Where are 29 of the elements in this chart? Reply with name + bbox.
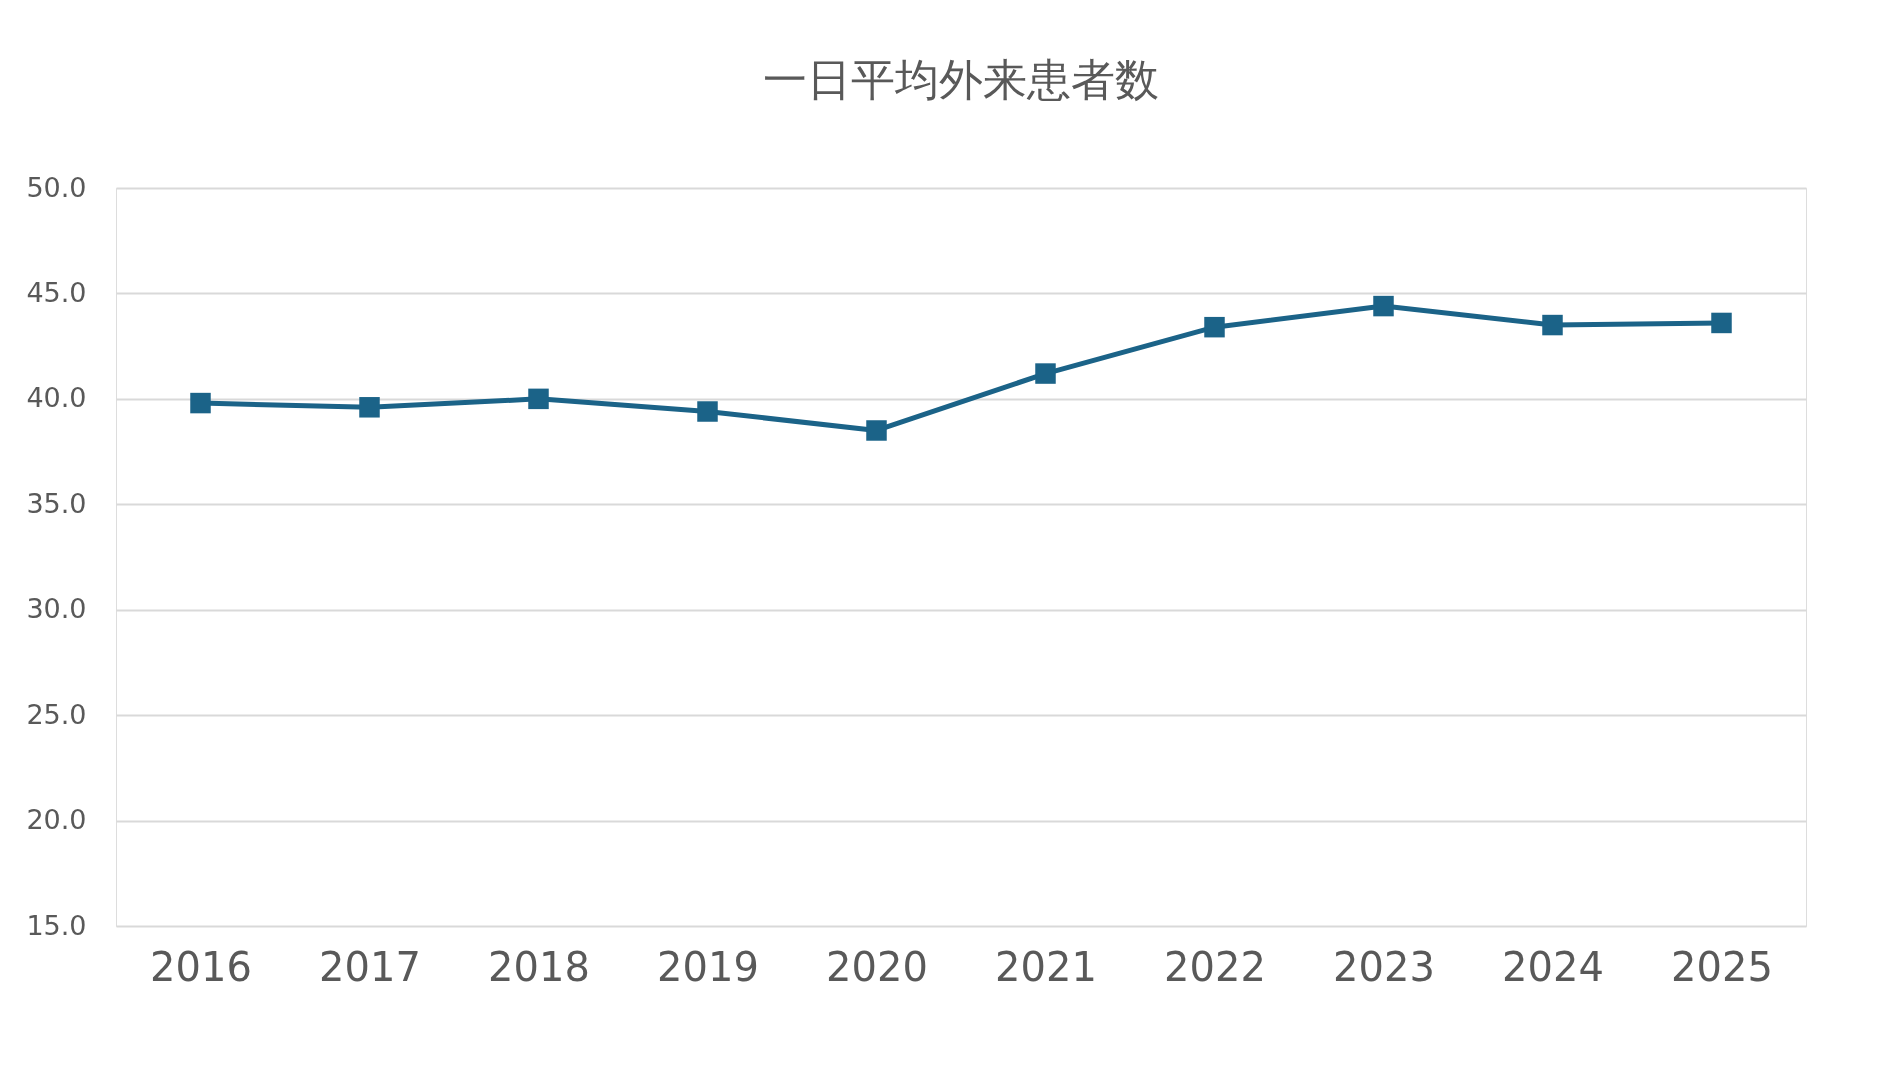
x-tick-label: 2018 [488,943,590,990]
x-tick-label: 2016 [150,943,252,990]
point [1035,363,1056,384]
point [1373,295,1394,317]
x-tick-label: 2025 [1671,943,1773,990]
y-tick-label: 45.0 [26,276,87,308]
x-tick-label: 2021 [995,943,1097,990]
point [1711,312,1732,334]
y-tick-label: 40.0 [26,382,87,414]
point [528,388,549,410]
x-tick-label: 2023 [1333,943,1435,990]
x-tick-label: 2019 [657,943,759,990]
point [359,397,380,418]
point [1542,314,1563,336]
x-tick-label: 2017 [319,943,421,990]
y-tick-label: 30.0 [26,593,87,625]
x-tick-label: 2024 [1502,943,1604,990]
point [1204,316,1225,338]
point [866,420,887,441]
chart-title: 一日平均外来患者数 [763,54,1159,105]
y-tick-label: 35.0 [26,487,87,519]
y-tick-label: 15.0 [26,909,87,941]
y-tick-label: 25.0 [26,698,87,730]
x-tick-label: 2022 [1164,943,1266,990]
x-tick-label: 2020 [826,943,928,990]
y-tick-label: 50.0 [26,171,87,203]
y-tick-label: 20.0 [26,804,87,836]
point [697,401,718,422]
point [190,392,211,414]
